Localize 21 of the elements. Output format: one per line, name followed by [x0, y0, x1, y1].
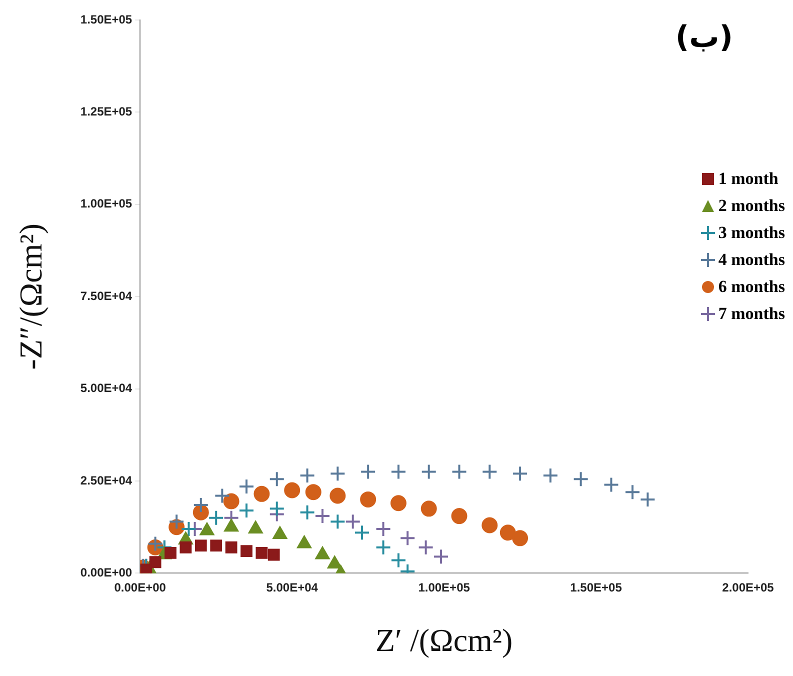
y-tick-label: 5.00E+04	[80, 381, 132, 396]
legend-label: 7 months	[718, 303, 785, 325]
y-tick-label: 7.50E+04	[80, 288, 132, 303]
legend-label: 6 months	[718, 276, 785, 298]
x-tick-label: 0.00E+00	[114, 580, 166, 595]
legend-label: 2 months	[718, 195, 785, 217]
legend-label: 1 month	[718, 168, 778, 190]
legend-label: 4 months	[718, 249, 785, 271]
y-axis-title: -Z″/(Ωcm²)	[12, 224, 49, 370]
y-tick-label: 0.00E+00	[80, 566, 132, 580]
x-tick-label: 2.00E+05	[722, 580, 774, 595]
y-tick-label: 1.50E+05	[80, 12, 132, 26]
x-tick-label: 1.00E+05	[418, 580, 470, 595]
x-tick-label: 1.50E+05	[570, 580, 622, 595]
y-tick-label: 2.50E+04	[80, 473, 132, 488]
chart-title: (ب)	[675, 20, 733, 55]
y-tick-label: 1.00E+05	[80, 196, 132, 211]
legend-label: 3 months	[718, 222, 785, 244]
x-axis-title: Z′ /(Ωcm²)	[375, 622, 513, 658]
y-tick-label: 1.25E+05	[80, 104, 132, 119]
x-tick-label: 5.00E+04	[266, 580, 318, 595]
